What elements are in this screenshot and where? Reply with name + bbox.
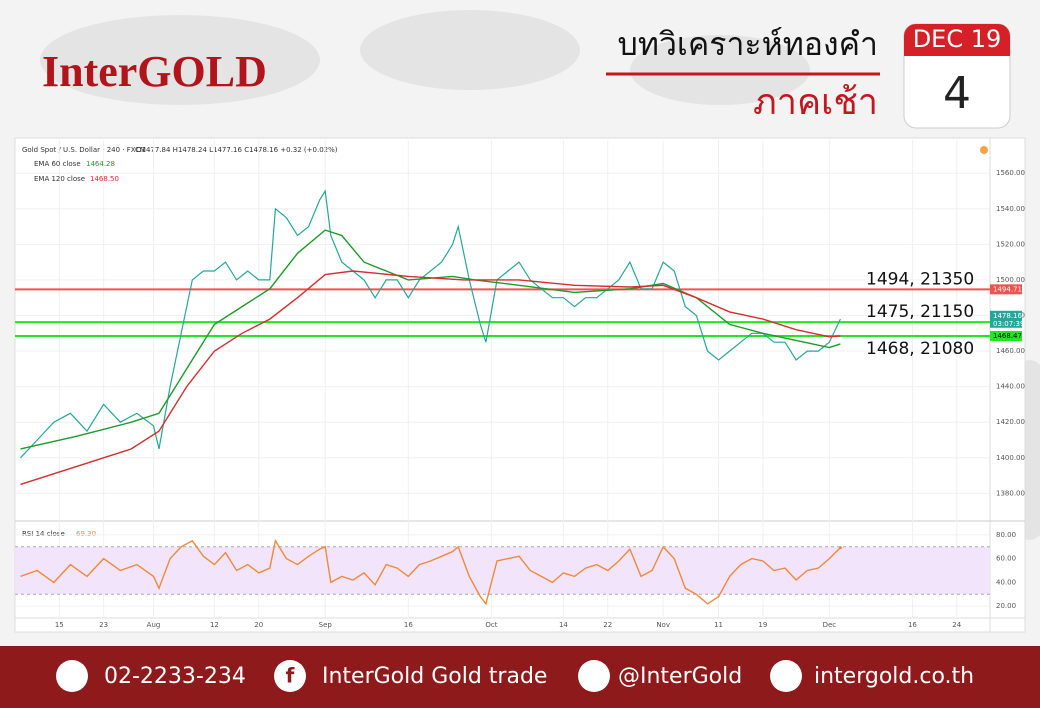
x-tick-label: Sep: [319, 621, 333, 629]
x-tick-label: 12: [210, 621, 219, 629]
countdown: 03:07:39: [993, 320, 1024, 328]
x-tick-label: 24: [952, 621, 961, 629]
price-tag-label: 1468.47: [993, 332, 1022, 340]
legend-label: EMA 120 close: [34, 175, 85, 183]
x-tick-label: 22: [603, 621, 612, 629]
x-tick-label: Oct: [485, 621, 497, 629]
level-annotation: 1494, 21350: [866, 269, 974, 289]
y-tick-label: 80.00: [996, 531, 1016, 539]
price-tag: [990, 284, 1022, 295]
footer-icons: [56, 660, 802, 692]
calendar: DEC 19 4: [903, 23, 1011, 129]
legend-value: 1464.28: [86, 160, 115, 168]
alert-icon[interactable]: [980, 146, 988, 154]
rsi-last-marker: [838, 546, 842, 550]
y-tick-label: 40.00: [996, 578, 1016, 586]
x-tick-label: 14: [559, 621, 568, 629]
y-tick-label: 1540.00: [996, 205, 1025, 213]
rsi-band: [15, 546, 990, 595]
x-tick-label: 19: [758, 621, 767, 629]
footer-band: [0, 646, 1040, 708]
facebook-icon: f: [286, 664, 295, 688]
legend-label: EMA 60 close: [34, 160, 81, 168]
quote: O1477.84 H1478.24 L1477.16 C1478.16 +0.3…: [136, 146, 338, 154]
x-tick-label: Dec: [823, 621, 837, 629]
y-tick-label: 60.00: [996, 555, 1016, 563]
x-tick-label: Aug: [147, 621, 161, 629]
y-tick-label: 1420.00: [996, 418, 1025, 426]
y-tick-label: 1460.00: [996, 347, 1025, 355]
rsi-title: RSI 14 close: [22, 530, 65, 538]
phone: 02-2233-234: [104, 664, 246, 689]
y-tick-label: 1560.00: [996, 169, 1025, 177]
series-line: [20, 189, 841, 459]
header-title: บทวิเคราะห์ทองคำ: [618, 25, 878, 63]
x-tick-label: 16: [908, 621, 917, 629]
x-tick-label: Nov: [656, 621, 670, 629]
line-id: @InterGold: [618, 664, 742, 689]
header-subtitle: ภาคเช้า: [753, 82, 878, 123]
level-annotation: 1468, 21080: [866, 339, 974, 359]
series-line: [20, 538, 841, 606]
calendar-month: DEC 19: [913, 25, 1002, 53]
x-tick-label: 23: [99, 621, 108, 629]
series-line: [20, 229, 841, 450]
y-tick-label: 1500.00: [996, 276, 1025, 284]
x-tick-label: 15: [55, 621, 64, 629]
calendar-day: 4: [943, 68, 971, 119]
y-tick-label: 1440.00: [996, 383, 1025, 391]
facebook: InterGold Gold trade: [322, 664, 547, 689]
last-price-tag: [990, 310, 1022, 328]
y-tick-label: 1520.00: [996, 240, 1025, 248]
brand: InterGOLD: [42, 47, 267, 96]
price-tag: [990, 330, 1022, 341]
rsi-last: 69.30: [76, 530, 96, 538]
series-line: [20, 270, 841, 486]
legend-value: 1468.50: [90, 175, 119, 183]
y-tick-label: 20.00: [996, 602, 1016, 610]
last-price: 1478.16: [993, 312, 1022, 320]
x-tick-label: 20: [254, 621, 263, 629]
chart-title: Gold Spot / U.S. Dollar · 240 · FXCM: [22, 146, 146, 154]
x-tick-label: 16: [404, 621, 413, 629]
x-tick-label: 11: [714, 621, 723, 629]
website: intergold.co.th: [814, 664, 974, 689]
price-tag-label: 1494.71: [993, 285, 1022, 293]
y-tick-label: 1380.00: [996, 489, 1025, 497]
footer-texts: 02-2233-234 InterGold Gold trade @InterG…: [104, 664, 974, 689]
level-annotation: 1475, 21150: [866, 302, 974, 322]
y-tick-label: 1400.00: [996, 454, 1025, 462]
